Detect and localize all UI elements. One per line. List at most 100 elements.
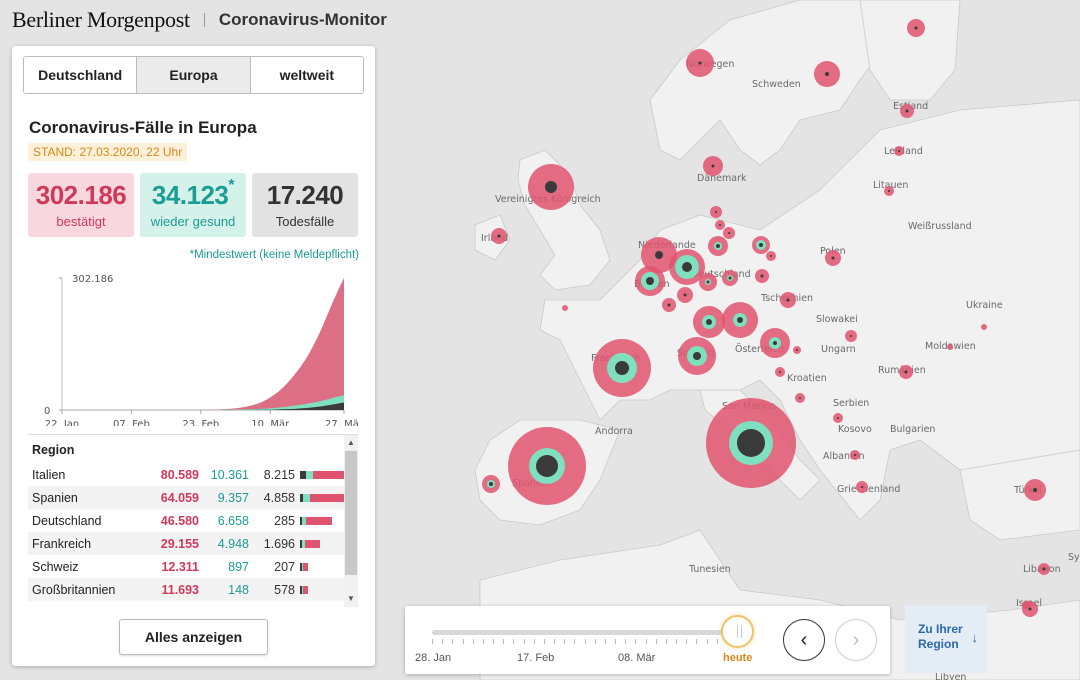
- table-scrollbar[interactable]: ▲ ▼: [344, 435, 358, 607]
- map-case-marker[interactable]: [780, 292, 796, 308]
- tab-europa[interactable]: Europa: [137, 57, 251, 93]
- scroll-up-icon[interactable]: ▲: [347, 438, 355, 447]
- map-case-marker[interactable]: [947, 344, 953, 350]
- cell-confirmed: 80.589: [160, 467, 199, 482]
- marker-deaths: [888, 190, 890, 192]
- cases-bar: [300, 516, 332, 525]
- map-case-marker[interactable]: [760, 328, 790, 358]
- marker-deaths: [773, 341, 777, 345]
- map-case-marker[interactable]: [722, 270, 738, 286]
- map-case-marker[interactable]: [766, 251, 776, 261]
- bar-segment-active: [304, 539, 320, 548]
- map-case-marker[interactable]: [528, 164, 574, 210]
- map-case-marker[interactable]: [856, 481, 868, 493]
- confirmed-label: bestätigt: [56, 214, 106, 229]
- map-case-marker[interactable]: [884, 186, 894, 196]
- next-day-button[interactable]: ›: [835, 619, 877, 661]
- map-case-marker[interactable]: [850, 450, 860, 460]
- map-case-marker[interactable]: [795, 393, 805, 403]
- table-row[interactable]: Schweiz 12.311 897 207: [28, 555, 358, 578]
- timeline-tick: [554, 639, 555, 644]
- table-row[interactable]: Deutschland 46.580 6.658 285: [28, 509, 358, 532]
- marker-deaths: [786, 298, 790, 302]
- bar-segment-recovered: [305, 470, 313, 479]
- show-all-button[interactable]: Alles anzeigen: [119, 619, 268, 655]
- map-case-marker[interactable]: [641, 237, 677, 273]
- map-case-marker[interactable]: [678, 337, 716, 375]
- map-case-marker[interactable]: [845, 330, 857, 342]
- map-label: Tunesien: [688, 564, 731, 575]
- map-case-marker[interactable]: [755, 269, 769, 283]
- cell-deaths: 1.696: [263, 536, 295, 551]
- table-row[interactable]: Frankreich 29.155 4.948 1.696: [28, 532, 358, 555]
- map-case-marker[interactable]: [699, 273, 717, 291]
- map-case-marker[interactable]: [907, 19, 925, 37]
- cell-name: Italien: [32, 467, 66, 482]
- timeline-control: 28. Jan 17. Feb 08. Mär heute ‹ ›: [405, 606, 890, 674]
- cell-name: Frankreich: [32, 536, 92, 551]
- brand-logo[interactable]: Berliner Morgenpost: [12, 7, 190, 33]
- map-case-marker[interactable]: [833, 413, 843, 423]
- map-case-marker[interactable]: [693, 306, 725, 338]
- map-case-marker[interactable]: [662, 298, 676, 312]
- tab-deutschland[interactable]: Deutschland: [24, 57, 138, 93]
- map-case-marker[interactable]: [710, 206, 722, 218]
- map-case-marker[interactable]: [900, 104, 914, 118]
- map-case-marker[interactable]: [894, 146, 904, 156]
- map-label: Serbien: [833, 398, 869, 409]
- bar-segment-deaths: [300, 562, 302, 571]
- map-case-marker[interactable]: [814, 61, 840, 87]
- scroll-thumb[interactable]: [345, 451, 357, 575]
- map-label: Kroatien: [787, 373, 827, 384]
- deaths-stat: 17.240 Todesfälle: [252, 173, 358, 237]
- marker-confirmed: [1022, 601, 1030, 609]
- map-case-marker[interactable]: [981, 324, 987, 330]
- map-label: Schweden: [752, 79, 801, 90]
- map-label: Libyen: [935, 672, 966, 680]
- cell-confirmed: 64.059: [160, 490, 199, 505]
- cell-recovered: 6.658: [217, 513, 249, 528]
- marker-deaths: [646, 277, 654, 285]
- tab-weltweit[interactable]: weltweit: [250, 57, 363, 93]
- map-case-marker[interactable]: [686, 49, 714, 77]
- map-case-marker[interactable]: [793, 346, 801, 354]
- map-case-marker[interactable]: [491, 228, 507, 244]
- map-case-marker[interactable]: [1022, 601, 1030, 609]
- map-case-marker[interactable]: [635, 266, 665, 296]
- map-case-marker[interactable]: [723, 227, 735, 239]
- timeline-handle[interactable]: [721, 615, 754, 648]
- table-row[interactable]: Spanien 64.059 9.357 4.858: [28, 486, 358, 509]
- map-case-marker[interactable]: [482, 475, 500, 493]
- map-case-marker[interactable]: [775, 367, 785, 377]
- map-case-marker[interactable]: [1038, 563, 1050, 575]
- map-case-marker[interactable]: [752, 236, 770, 254]
- table-row[interactable]: Italien 80.589 10.361 8.215: [28, 463, 358, 486]
- map-case-marker[interactable]: [669, 249, 705, 285]
- map-case-marker[interactable]: [706, 398, 796, 488]
- map-case-marker[interactable]: [899, 365, 913, 379]
- map-case-marker[interactable]: [677, 287, 693, 303]
- map-case-marker[interactable]: [722, 302, 758, 338]
- map-label: Weißrussland: [908, 221, 972, 232]
- timeline-track[interactable]: [432, 630, 737, 635]
- map-case-marker[interactable]: [593, 339, 651, 397]
- map-case-marker[interactable]: [715, 220, 725, 230]
- map-case-marker[interactable]: [703, 156, 723, 176]
- zu-ihrer-region-button[interactable]: Zu Ihrer Region ↓: [905, 605, 987, 673]
- previous-day-button[interactable]: ‹: [783, 619, 825, 661]
- marker-deaths: [655, 251, 663, 259]
- table-row[interactable]: Großbritannien 11.693 148 578: [28, 578, 358, 601]
- map-case-marker[interactable]: [825, 250, 841, 266]
- recovered-label: wieder gesund: [150, 214, 236, 229]
- map-case-marker[interactable]: [562, 305, 568, 311]
- timeline-tick: [442, 639, 444, 644]
- map-case-marker[interactable]: [708, 236, 728, 256]
- cell-recovered: 9.357: [217, 490, 249, 505]
- timeline-tick: [665, 639, 667, 644]
- map-case-marker[interactable]: [508, 427, 586, 505]
- scroll-down-icon[interactable]: ▼: [347, 594, 355, 603]
- marker-deaths: [489, 482, 493, 486]
- map-case-marker[interactable]: [1024, 479, 1046, 501]
- marker-deaths: [854, 454, 856, 456]
- cases-area-chart[interactable]: 302.186 0 22. Jan 07. Feb 23. Feb 10. Mär 27. …: [28, 268, 358, 426]
